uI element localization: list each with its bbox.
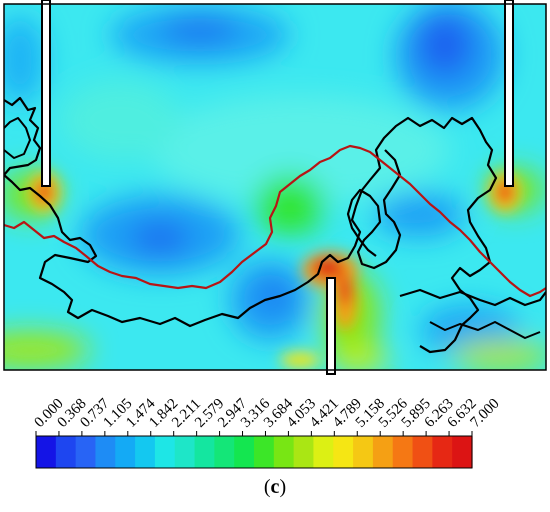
domain-boundaries [41, 0, 514, 375]
left-baffle [41, 0, 51, 187]
colorbar-swatch [234, 436, 255, 468]
colorbar-swatch [55, 436, 77, 468]
colorbar-swatch [36, 436, 57, 468]
caption-letter: c [270, 476, 280, 498]
colorbar-swatch [115, 436, 136, 468]
right-baffle [504, 0, 514, 187]
colorbar-swatch [154, 436, 176, 468]
colorbar-swatch [293, 436, 315, 468]
colorbar-frame [35, 435, 473, 469]
trajectory-black [4, 96, 498, 354]
trajectory-black-3 [399, 288, 546, 307]
colorbar-swatch [95, 436, 116, 468]
colorbar-swatch [333, 436, 354, 468]
trajectory-black-5 [429, 321, 541, 339]
colorbar-swatch [174, 436, 196, 468]
trajectory-black-2 [346, 149, 402, 270]
colorbar-swatch [412, 436, 433, 468]
colorbar-swatch [432, 436, 453, 468]
colorbar-swatch [372, 436, 394, 468]
trajectory-black-4 [4, 117, 31, 159]
colorbar-swatch [214, 436, 235, 468]
field-frame [3, 3, 547, 371]
colorbar-tick-labels: 0.0000.3680.7371.1051.4741.8422.2112.579… [32, 395, 503, 436]
colorbar-swatch [194, 436, 215, 468]
colorbar-swatch [313, 436, 334, 468]
colorbar-swatch [135, 436, 156, 468]
colorbar-swatch [75, 436, 97, 468]
velocity-contour-field [4, 4, 546, 370]
trajectory-red [4, 144, 546, 298]
colorbar-swatch [254, 436, 275, 468]
bottom-baffle [326, 277, 336, 375]
colorbar-swatch [452, 436, 473, 468]
colorbar-swatch [353, 436, 374, 468]
colorbar [35, 435, 473, 469]
colorbar-swatch [273, 436, 295, 468]
caption-close: ) [279, 476, 287, 498]
contour-blobs [4, 4, 546, 370]
caption-open: ( [263, 476, 271, 498]
figure-caption: (c) [0, 476, 550, 499]
colorbar-swatch [392, 436, 414, 468]
